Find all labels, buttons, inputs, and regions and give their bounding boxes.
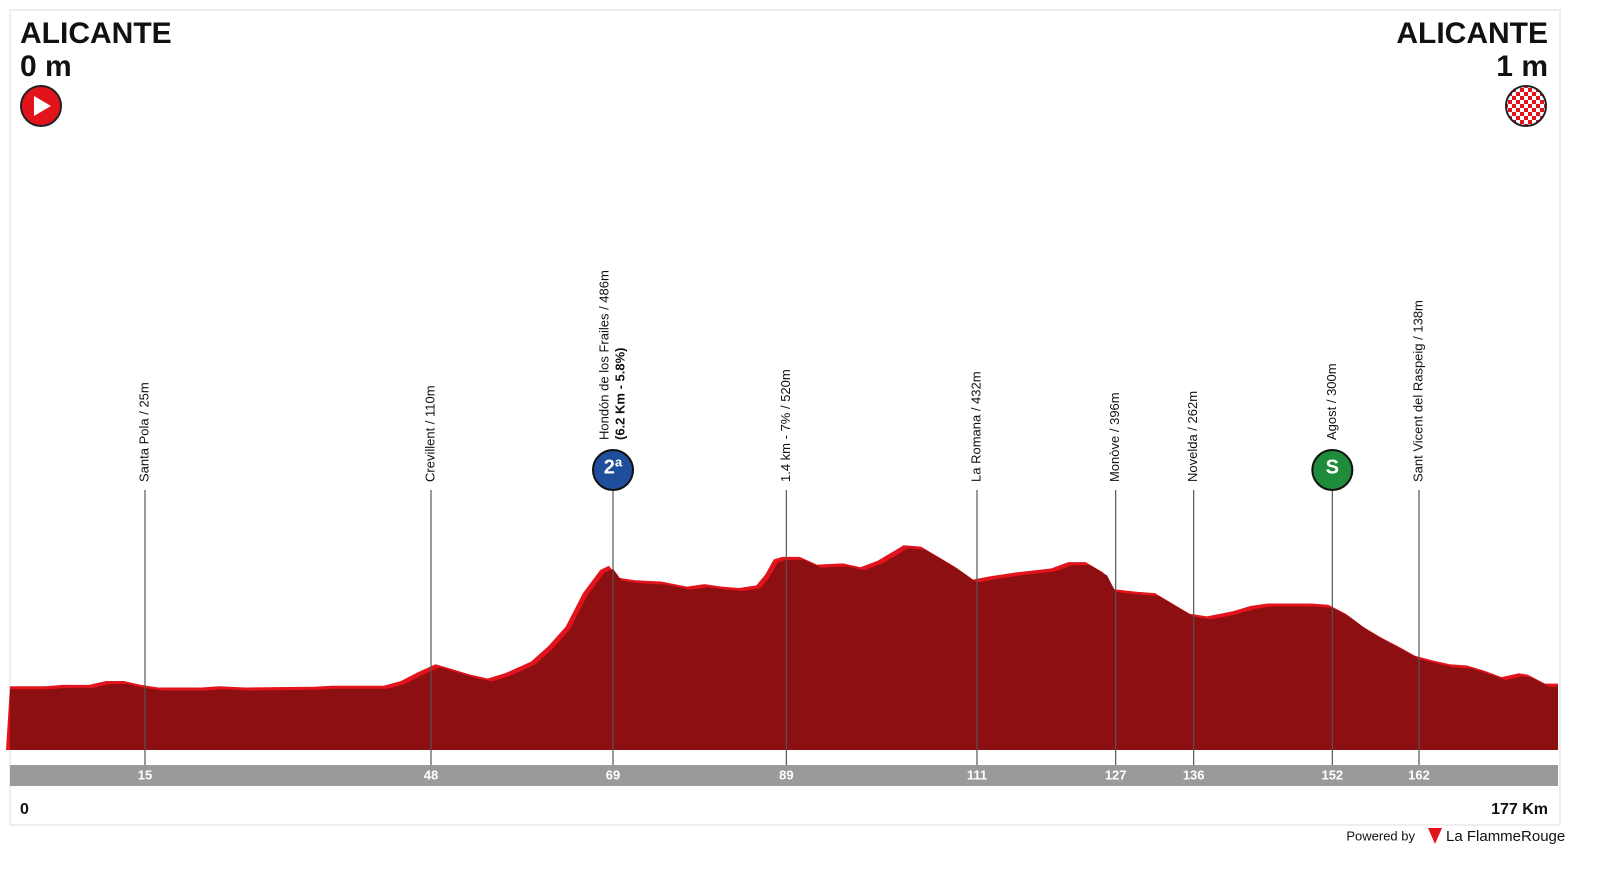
waypoint-label: Santa Pola / 25m bbox=[136, 382, 151, 482]
waypoint-label: Hondón de los Frailes / 486m bbox=[596, 270, 611, 440]
start-icon bbox=[20, 85, 62, 127]
waypoint-label: Sant Vicent del Raspeig / 138m bbox=[1410, 300, 1425, 482]
waypoint-icon bbox=[1311, 449, 1354, 491]
x-tick-label: 136 bbox=[1183, 767, 1205, 782]
finish-icon bbox=[1505, 85, 1547, 127]
distance-start: 0 bbox=[20, 801, 29, 818]
profile-area bbox=[10, 548, 1558, 750]
x-tick-label: 127 bbox=[1105, 767, 1127, 782]
waypoint-icon-text: 2ª bbox=[604, 456, 623, 478]
x-tick-label: 152 bbox=[1321, 767, 1343, 782]
credit-logo bbox=[1428, 828, 1442, 844]
start-altitude: 0 m bbox=[20, 50, 72, 83]
waypoint-label: Novelda / 262m bbox=[1185, 391, 1200, 482]
distance-end: 177 Km bbox=[1491, 801, 1548, 818]
x-tick-label: 15 bbox=[138, 767, 152, 782]
x-tick-label: 89 bbox=[779, 767, 793, 782]
waypoint-icon-text: S bbox=[1326, 456, 1339, 478]
waypoint-label: 1.4 km - 7% / 520m bbox=[778, 369, 793, 482]
credit-prefix: Powered by bbox=[1346, 828, 1415, 843]
finish-name: ALICANTE bbox=[1396, 17, 1548, 50]
start-name: ALICANTE bbox=[20, 17, 172, 50]
distance-bar bbox=[10, 765, 1558, 786]
waypoint-label: La Romana / 432m bbox=[968, 371, 983, 482]
frame bbox=[9, 9, 1561, 826]
waypoint-label: Crevillent / 110m bbox=[422, 385, 437, 482]
x-tick-label: 69 bbox=[606, 767, 620, 782]
finish-altitude: 1 m bbox=[1496, 50, 1548, 83]
credit-brand: La FlammeRouge bbox=[1446, 828, 1565, 845]
x-tick-label: 48 bbox=[424, 767, 438, 782]
waypoint-label: Monòve / 396m bbox=[1107, 392, 1122, 482]
x-tick-label: 162 bbox=[1408, 767, 1430, 782]
x-tick-label: 111 bbox=[967, 767, 987, 782]
waypoint-detail: (6.2 Km - 5.8%) bbox=[612, 348, 627, 440]
waypoint-label: Agost / 300m bbox=[1324, 363, 1339, 440]
waypoint-icon bbox=[592, 449, 634, 491]
